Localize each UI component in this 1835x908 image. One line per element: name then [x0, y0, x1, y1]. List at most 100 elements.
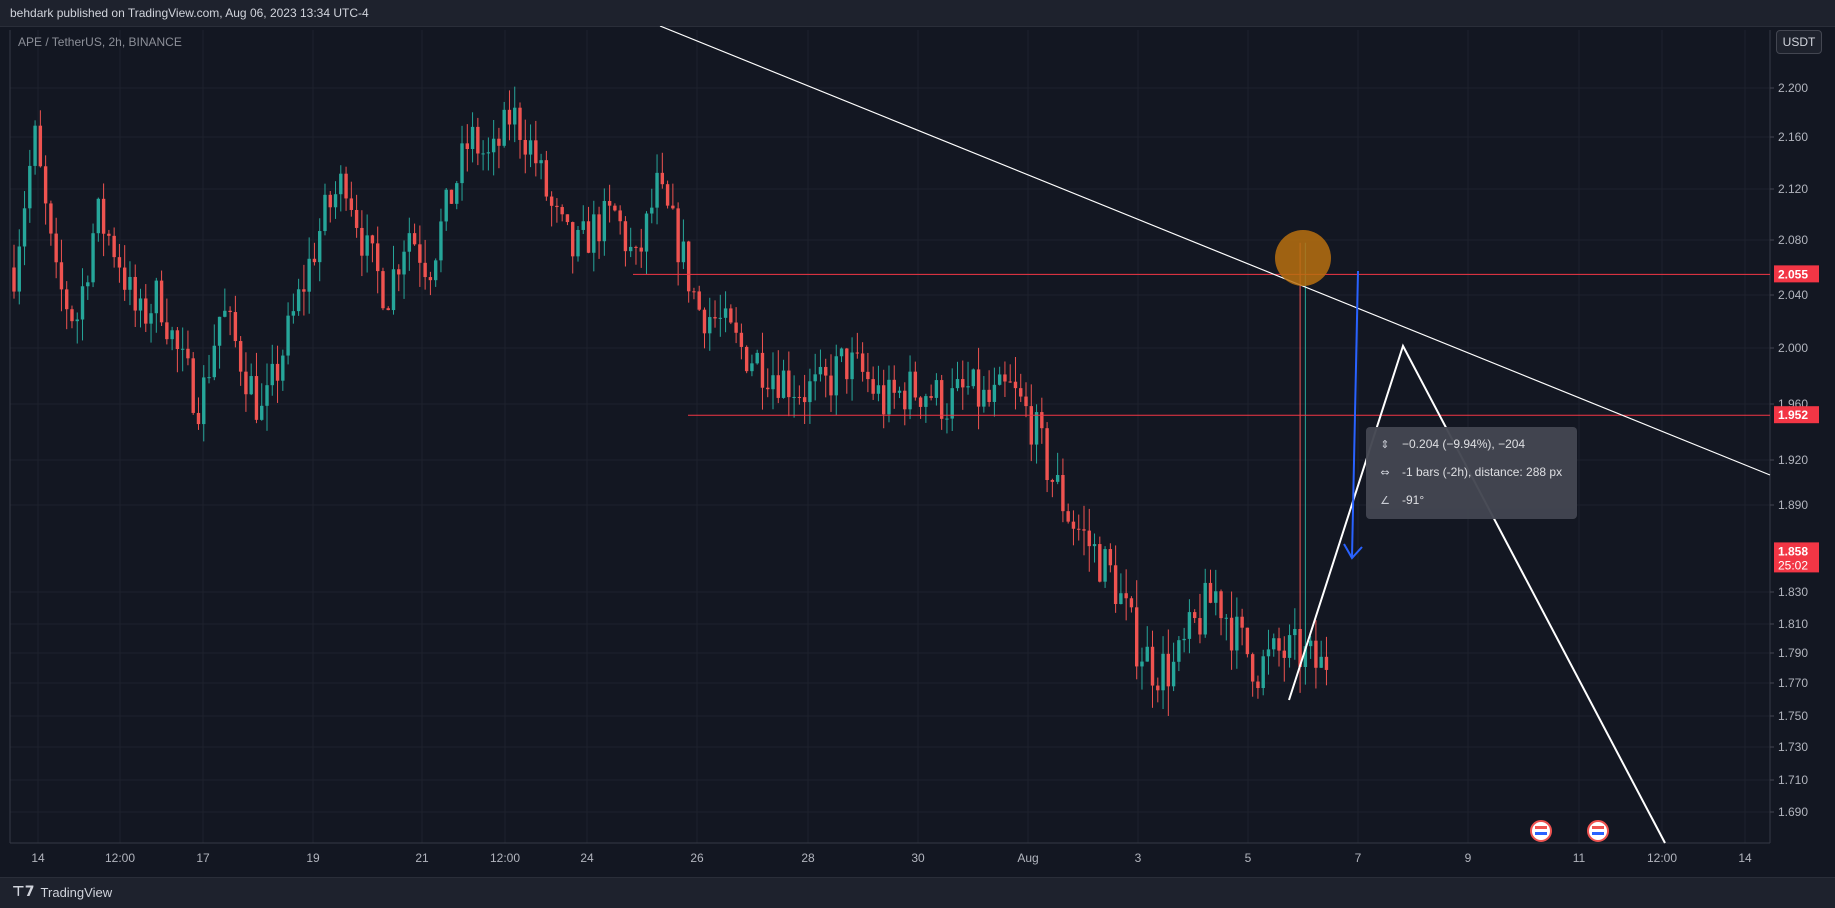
candle-body — [1034, 412, 1039, 445]
candle-body — [1003, 374, 1007, 382]
candle-body — [1166, 653, 1171, 687]
tradingview-logo[interactable]: ⊤7 TradingView — [12, 884, 112, 900]
y-tick-label: 2.040 — [1778, 288, 1808, 302]
candle-body — [513, 107, 517, 125]
candle-body — [323, 194, 327, 232]
price-range-icon: ⇕ — [1380, 437, 1390, 451]
x-tick-label: 9 — [1465, 851, 1472, 865]
candle-body — [1319, 656, 1323, 668]
flag-stripe — [1592, 826, 1604, 829]
y-tick-label: 1.770 — [1778, 676, 1808, 690]
x-tick-label: 14 — [1738, 851, 1752, 865]
candle-body — [997, 374, 1002, 385]
candle-body — [386, 308, 390, 311]
candle-body — [354, 209, 359, 228]
candle-body — [1171, 661, 1176, 687]
y-tick-label: 2.080 — [1778, 233, 1808, 247]
candle-body — [476, 126, 480, 154]
candle-body — [918, 397, 923, 407]
flag-stripe — [1592, 832, 1604, 835]
candle-body — [602, 200, 607, 242]
candle-body — [1077, 528, 1081, 530]
level-price-label-bg — [1774, 265, 1819, 283]
candle-body — [244, 371, 248, 395]
candle-body — [808, 381, 812, 403]
y-tick-label: 2.200 — [1778, 81, 1808, 95]
candle-body — [470, 126, 475, 150]
candle-body — [939, 380, 944, 419]
candle-body — [502, 109, 506, 146]
candle-body — [270, 363, 274, 386]
candle-body — [1324, 656, 1329, 670]
candle-body — [528, 140, 533, 155]
candle-body — [333, 194, 338, 208]
candle-body — [365, 235, 369, 256]
candle-body — [628, 246, 633, 252]
candle-body — [144, 298, 148, 324]
candle-body — [49, 203, 53, 234]
y-tick-label: 1.920 — [1778, 453, 1808, 467]
candle-body — [781, 370, 786, 398]
candle-body — [676, 208, 680, 263]
candle-body — [1272, 638, 1276, 650]
candle-body — [444, 189, 448, 222]
candle-body — [966, 386, 970, 388]
y-tick-label: 1.690 — [1778, 805, 1808, 819]
candle-body — [1156, 685, 1160, 691]
candle-body — [418, 244, 422, 263]
flag-stripe — [1535, 832, 1547, 835]
x-tick-label: 14 — [31, 851, 45, 865]
candle-body — [1019, 388, 1023, 397]
candle-body — [238, 341, 243, 372]
measure-arrow-line — [1351, 270, 1359, 558]
candle-body — [766, 387, 770, 390]
candle-body — [291, 311, 296, 316]
candle-body — [1308, 640, 1313, 647]
bars-range-icon: ⇔ — [1380, 465, 1390, 479]
candle-body — [560, 207, 564, 215]
candle-body — [718, 317, 723, 319]
descending-trend-line — [659, 25, 1771, 476]
candle-body — [1061, 475, 1065, 512]
candle-body — [70, 309, 74, 322]
candle-body — [771, 375, 775, 390]
candle-body — [296, 289, 301, 312]
candle-body — [697, 291, 701, 310]
candle-body — [586, 221, 591, 253]
candle-body — [871, 379, 875, 394]
angle-icon: ∠ — [1380, 493, 1390, 507]
candle-body — [402, 251, 406, 275]
candle-body — [660, 172, 665, 185]
candle-body — [449, 189, 454, 204]
candle-body — [729, 308, 733, 323]
candle-body — [344, 173, 348, 199]
candle-body — [217, 316, 222, 346]
symbol-title: APE / TetherUS, 2h, BINANCE — [18, 35, 182, 49]
candle-body — [307, 258, 311, 292]
candle-body — [571, 222, 575, 257]
candle-body — [1214, 591, 1218, 603]
candle-body — [760, 352, 765, 388]
candle-body — [59, 262, 64, 290]
candle-body — [318, 231, 322, 263]
candle-body — [1071, 521, 1076, 529]
highlight-circle — [1275, 230, 1331, 286]
candle-body — [713, 317, 717, 319]
candle-body — [523, 139, 527, 155]
chart-area[interactable]: 2.200 2.160 2.120 2.080 2.040 2.000 1.960 1.920… — [0, 25, 1835, 882]
candlestick-chart[interactable]: 2.2002.1602.1202.0802.0402.0001.9601.920… — [0, 25, 1835, 877]
candle-body — [423, 262, 427, 278]
candle-body — [881, 385, 886, 415]
y-tick-label: 1.890 — [1778, 498, 1808, 512]
currency-button[interactable]: USDT — [1776, 30, 1822, 54]
candle-body — [491, 138, 496, 153]
candle-body — [196, 412, 201, 425]
candle-body — [38, 125, 43, 167]
price-change-row: ⇕ −0.204 (−9.94%), −204 — [1378, 437, 1525, 451]
candle-body — [686, 241, 691, 292]
candle-body — [65, 289, 69, 310]
candle-body — [866, 371, 870, 380]
candle-body — [934, 380, 939, 398]
candle-body — [1235, 616, 1239, 651]
candle-body — [1029, 406, 1033, 445]
